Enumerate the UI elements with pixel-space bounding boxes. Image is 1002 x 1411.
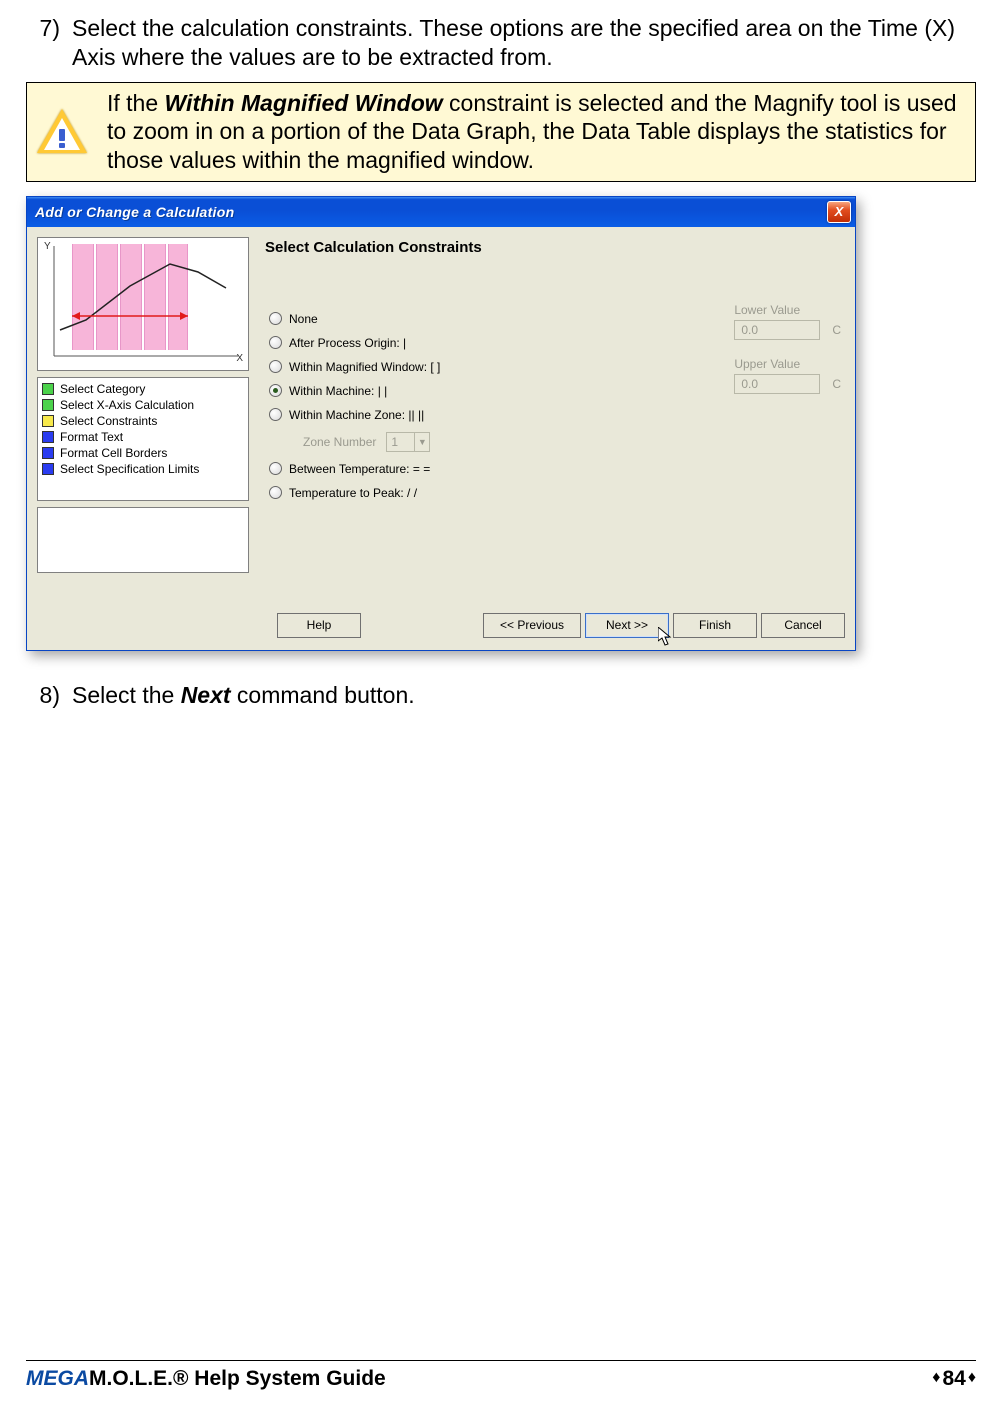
step-8-bold: Next [181,682,231,708]
wizard-step-label: Format Cell Borders [60,446,167,460]
step-7: 7) Select the calculation constraints. T… [26,14,976,72]
note-bold: Within Magnified Window [165,90,443,116]
step-8-number: 8) [26,681,72,710]
note-icon-cell [37,89,107,175]
wizard-step-item[interactable]: Select Constraints [42,413,244,429]
note-pre: If the [107,90,165,116]
constraint-radio-label: After Process Origin: | [289,336,406,350]
close-icon[interactable]: X [827,201,851,223]
step-8: 8) Select the Next command button. [26,681,976,710]
wizard-step-item[interactable]: Select Category [42,381,244,397]
step-7-text: Select the calculation constraints. Thes… [72,14,976,72]
footer-page: ♦84♦ [932,1367,976,1391]
dialog: Add or Change a Calculation X Y X [26,196,856,651]
section-title: Select Calculation Constraints [265,239,845,256]
lower-value-input[interactable]: 0.0 [734,320,820,340]
step-status-icon [42,415,54,427]
help-button[interactable]: Help [277,613,361,638]
page-footer: MEGAM.O.L.E.® Help System Guide ♦84♦ [26,1360,976,1391]
radio-icon [269,408,282,421]
constraint-radio-label: Within Machine: | | [289,384,387,398]
upper-value-input[interactable]: 0.0 [734,374,820,394]
wizard-step-item[interactable]: Format Text [42,429,244,445]
cancel-button[interactable]: Cancel [761,613,845,638]
previous-button[interactable]: << Previous [483,613,581,638]
upper-value-group: Upper Value 0.0 C [734,357,841,394]
footer-brand: MEGAM.O.L.E.® Help System Guide [26,1367,386,1391]
dialog-body: Y X Select Category Select X-Axis Calcula… [27,227,855,609]
radio-icon [269,384,282,397]
step-8-text: Select the Next command button. [72,681,976,710]
step-status-icon [42,383,54,395]
footer-brand-rest: M.O.L.E.® Help System Guide [89,1367,386,1390]
constraint-radio-label: Temperature to Peak: / / [289,486,417,500]
dialog-button-row: Help << Previous Next >> Finish Cancel [27,609,855,650]
lower-value-label: Lower Value [734,303,841,317]
wizard-step-label: Select Specification Limits [60,462,199,476]
lower-value-group: Lower Value 0.0 C [734,303,841,340]
radio-icon [269,360,282,373]
zone-number-label: Zone Number [303,435,376,449]
step-7-number: 7) [26,14,72,72]
footer-brand-blue: MEGA [26,1367,89,1390]
step-8-post: command button. [231,682,415,708]
wizard-step-item[interactable]: Select Specification Limits [42,461,244,477]
wizard-step-item[interactable]: Format Cell Borders [42,445,244,461]
footer-page-number: 84 [942,1367,965,1391]
wizard-steps-box: Select Category Select X-Axis Calculation… [37,377,249,501]
zone-number-row: Zone Number 1 ▼ [303,432,845,452]
constraint-radio-row[interactable]: Between Temperature: = = [269,462,845,476]
right-column: Select Calculation Constraints Lower Val… [263,237,845,603]
diamond-icon: ♦ [968,1369,976,1387]
zone-number-value: 1 [387,433,414,451]
wizard-step-label: Select Category [60,382,145,396]
radio-icon [269,462,282,475]
chevron-down-icon: ▼ [414,433,429,451]
wizard-step-label: Format Text [60,430,123,444]
note-box: If the Within Magnified Window constrain… [26,82,976,182]
preview-chart: Y X [37,237,249,371]
diamond-icon: ♦ [932,1369,940,1387]
warning-icon [37,107,87,157]
left-column: Y X Select Category Select X-Axis Calcula… [37,237,249,603]
empty-panel [37,507,249,573]
step-status-icon [42,447,54,459]
constraint-radio-label: None [289,312,318,326]
note-text: If the Within Magnified Window constrain… [107,89,965,175]
zone-number-combo[interactable]: 1 ▼ [386,432,430,452]
titlebar-text: Add or Change a Calculation [35,204,827,220]
wizard-step-label: Select X-Axis Calculation [60,398,194,412]
step-status-icon [42,431,54,443]
finish-button[interactable]: Finish [673,613,757,638]
step-status-icon [42,463,54,475]
titlebar: Add or Change a Calculation X [27,197,855,227]
next-button[interactable]: Next >> [585,613,669,638]
constraint-radio-label: Between Temperature: = = [289,462,430,476]
dialog-shadow: Add or Change a Calculation X Y X [26,196,856,651]
step-8-pre: Select the [72,682,181,708]
radio-icon [269,486,282,499]
radio-icon [269,312,282,325]
constraint-radio-row[interactable]: Temperature to Peak: / / [269,486,845,500]
radio-icon [269,336,282,349]
constraint-radio-row[interactable]: Within Machine Zone: || || [269,408,845,422]
step-status-icon [42,399,54,411]
wizard-step-item[interactable]: Select X-Axis Calculation [42,397,244,413]
lower-value-unit: C [832,323,841,337]
next-button-label: Next >> [606,618,648,632]
constraint-radio-label: Within Magnified Window: [ ] [289,360,440,374]
wizard-step-label: Select Constraints [60,414,157,428]
upper-value-unit: C [832,377,841,391]
constraint-radio-label: Within Machine Zone: || || [289,408,424,422]
upper-value-label: Upper Value [734,357,841,371]
cursor-icon [658,627,674,647]
